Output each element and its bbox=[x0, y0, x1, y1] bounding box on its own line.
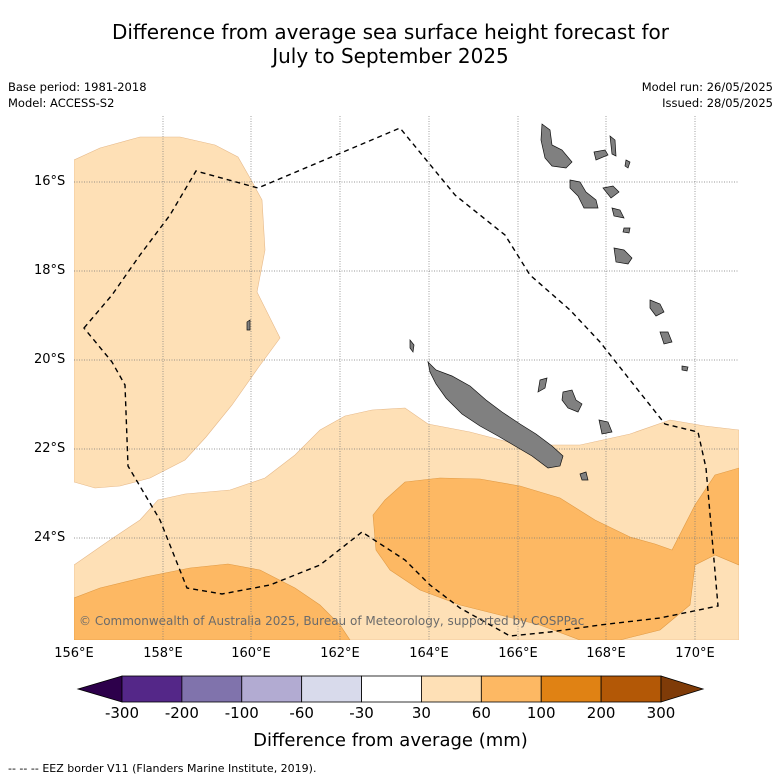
loyalty-island-3 bbox=[598, 419, 613, 435]
vanuatu-ambae bbox=[593, 149, 609, 161]
lat-label-16s: 16°S bbox=[34, 174, 66, 189]
loyalty-island-1 bbox=[537, 377, 548, 393]
vanuatu-malekula bbox=[569, 179, 599, 209]
base-period-text: Base period: 1981-2018 bbox=[8, 80, 147, 94]
vanuatu-tanna bbox=[649, 299, 665, 317]
vanuatu-maewo bbox=[609, 135, 617, 157]
colorbar-tick-label: 30 bbox=[411, 704, 431, 722]
issued-text: Issued: 28/05/2025 bbox=[662, 96, 773, 110]
isle-of-pines bbox=[579, 471, 589, 481]
eez-border-line bbox=[83, 127, 719, 637]
new-caledonia-island bbox=[427, 360, 564, 469]
colorbar-segment bbox=[421, 675, 482, 703]
anomaly-region-south-strong bbox=[372, 467, 739, 640]
lon-label-164e: 164°E bbox=[409, 646, 449, 661]
vanuatu-small-1 bbox=[611, 207, 625, 219]
vanuatu-aneityum bbox=[659, 331, 673, 345]
lat-label-20s: 20°S bbox=[34, 352, 66, 367]
colorbar-tick-label: -60 bbox=[289, 704, 314, 722]
chart-title-line1: Difference from average sea surface heig… bbox=[111, 20, 670, 44]
colorbar-segment bbox=[241, 675, 303, 703]
vanuatu-efate bbox=[613, 247, 633, 265]
lon-label-162e: 162°E bbox=[320, 646, 360, 661]
colorbar-tick-label: -100 bbox=[224, 704, 259, 722]
anomaly-region-west bbox=[74, 136, 281, 489]
lon-label-158e: 158°E bbox=[143, 646, 183, 661]
colorbar-over-triangle bbox=[660, 675, 705, 703]
land-masses bbox=[246, 123, 689, 481]
colorbar-tick-label: -300 bbox=[104, 704, 140, 722]
vanuatu-epi bbox=[602, 185, 620, 199]
vanuatu-small-2 bbox=[622, 227, 631, 234]
gridlines bbox=[74, 116, 739, 640]
eez-legend: -- -- -- EEZ border V11 (Flanders Marine… bbox=[8, 762, 316, 775]
lat-label-24s: 24°S bbox=[34, 530, 66, 545]
colorbar-tick-label: 300 bbox=[646, 704, 676, 722]
model-text: Model: ACCESS-S2 bbox=[8, 96, 115, 110]
chesterfield-island bbox=[246, 319, 251, 331]
eez-legend-symbol: -- -- -- bbox=[8, 762, 39, 775]
chart-title-line2: July to September 2025 bbox=[272, 44, 509, 68]
anomaly-region-southwest-strong bbox=[74, 563, 351, 640]
lon-label-160e: 160°E bbox=[231, 646, 271, 661]
eez-legend-text: EEZ border V11 (Flanders Marine Institut… bbox=[42, 762, 317, 775]
colorbar-segment bbox=[181, 675, 243, 703]
lon-label-166e: 166°E bbox=[498, 646, 538, 661]
colorbar-segment bbox=[480, 675, 542, 703]
colorbar-segment bbox=[301, 675, 362, 703]
belep-island bbox=[409, 339, 415, 353]
colorbar-tick-label: -30 bbox=[349, 704, 374, 722]
lon-label-156e: 156°E bbox=[54, 646, 94, 661]
colorbar-under-triangle bbox=[76, 675, 123, 703]
colorbar-tick-label: 100 bbox=[526, 704, 556, 722]
colorbar-segment bbox=[600, 675, 662, 703]
lat-label-18s: 18°S bbox=[34, 263, 66, 278]
lon-label-170e: 170°E bbox=[675, 646, 715, 661]
vanuatu-small-3 bbox=[624, 159, 631, 169]
lon-label-168e: 168°E bbox=[586, 646, 626, 661]
colorbar-tick-label: -200 bbox=[164, 704, 199, 722]
hunter-island bbox=[681, 365, 689, 372]
model-run-text: Model run: 26/05/2025 bbox=[641, 80, 773, 94]
colorbar-tick-label: 200 bbox=[586, 704, 616, 722]
colorbar bbox=[76, 675, 705, 703]
map-area bbox=[74, 116, 739, 640]
copyright-text: © Commonwealth of Australia 2025, Bureau… bbox=[79, 614, 585, 628]
colorbar-segment bbox=[121, 675, 183, 703]
lat-label-22s: 22°S bbox=[34, 441, 66, 456]
loyalty-island-2 bbox=[561, 389, 583, 413]
colorbar-tick-label: 60 bbox=[471, 704, 491, 722]
vanuatu-santo bbox=[540, 123, 573, 169]
colorbar-segment bbox=[540, 675, 602, 703]
colorbar-segment bbox=[361, 675, 422, 703]
colorbar-label: Difference from average (mm) bbox=[253, 730, 528, 751]
